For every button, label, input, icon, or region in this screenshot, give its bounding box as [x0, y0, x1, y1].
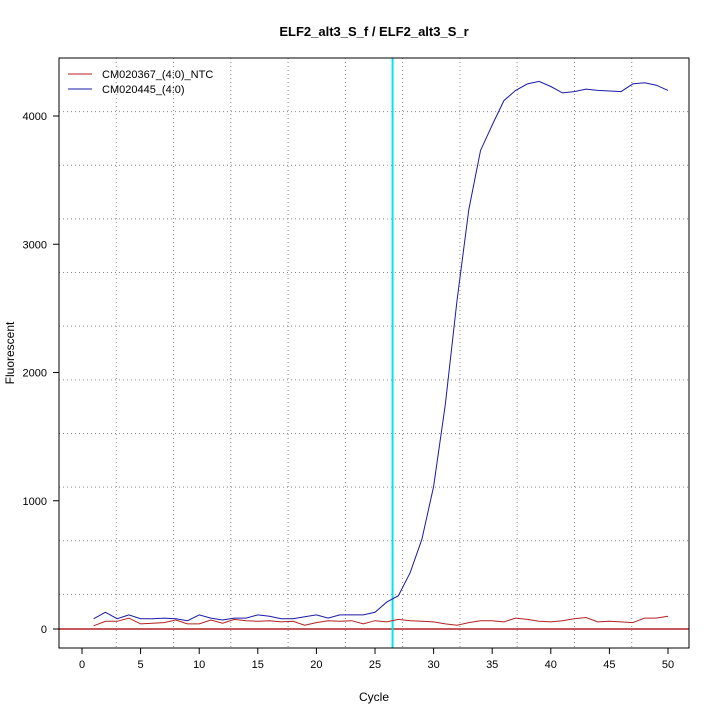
- y-tick-label: 2000: [23, 368, 47, 380]
- y-tick-label: 1000: [23, 496, 47, 508]
- x-tick-label: 40: [545, 659, 557, 671]
- x-tick-label: 25: [369, 659, 381, 671]
- x-axis-label: Cycle: [359, 690, 389, 704]
- grid-lines: [59, 58, 689, 648]
- y-axis-label: Fluorescent: [3, 321, 17, 384]
- y-tick-label: 4000: [23, 111, 47, 123]
- x-tick-label: 15: [252, 659, 264, 671]
- plot-border: [58, 57, 690, 649]
- x-tick-label: 30: [427, 659, 439, 671]
- x-tick-label: 35: [486, 659, 498, 671]
- legend: CM020367_(4:0)_NTC CM020445_(4:0): [68, 69, 213, 96]
- x-tick-label: 50: [662, 659, 674, 671]
- series-line-0: [93, 615, 669, 627]
- y-tick-label: 0: [41, 624, 47, 636]
- legend-label: CM020445_(4:0): [102, 84, 185, 96]
- chart-marks: [59, 58, 689, 648]
- x-tick-label: 20: [310, 659, 322, 671]
- chart-title: ELF2_alt3_S_f / ELF2_alt3_S_r: [279, 24, 468, 39]
- x-tick-label: 0: [79, 659, 85, 671]
- series-line-1: [93, 80, 669, 622]
- legend-label: CM020367_(4:0)_NTC: [102, 69, 213, 81]
- x-tick-label: 10: [193, 659, 205, 671]
- x-tick-label: 5: [138, 659, 144, 671]
- x-tick-label: 45: [603, 659, 615, 671]
- y-tick-label: 3000: [23, 239, 47, 251]
- axes: 0 5 10 15 20 25 30 35 40 45 50 0 1000 2000 3000 4000: [23, 111, 675, 671]
